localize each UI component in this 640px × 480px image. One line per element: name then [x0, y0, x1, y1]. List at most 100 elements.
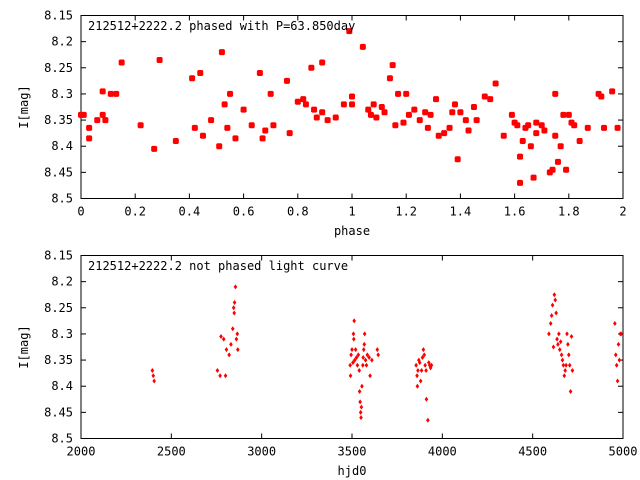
- data-point: [414, 362, 418, 368]
- data-point: [113, 90, 120, 97]
- data-point: [351, 360, 355, 366]
- data-point: [235, 331, 240, 337]
- data-point: [557, 331, 561, 337]
- data-point: [426, 417, 430, 423]
- data-point: [361, 362, 365, 368]
- data-point: [302, 101, 309, 108]
- data-point: [601, 124, 608, 131]
- data-point: [415, 373, 419, 379]
- bottom-y-axis-label: I[mag]: [17, 325, 31, 368]
- y-tick-label: 8.35: [44, 113, 73, 127]
- data-point: [615, 378, 620, 384]
- data-point: [567, 352, 571, 358]
- x-tick-label: 2000: [67, 445, 96, 459]
- data-point: [473, 117, 480, 124]
- bottom-plot-title: 212512+2222.2 not phased light curve: [88, 259, 348, 273]
- data-point: [561, 362, 566, 368]
- data-point: [270, 122, 277, 129]
- data-point: [352, 318, 356, 324]
- data-point: [348, 362, 352, 368]
- data-point: [517, 179, 524, 186]
- data-point: [552, 132, 559, 139]
- data-point: [376, 352, 380, 358]
- data-point: [221, 336, 226, 342]
- data-point: [359, 415, 363, 421]
- x-tick-label: 0.8: [287, 205, 309, 219]
- data-point: [547, 331, 551, 337]
- data-point: [576, 137, 583, 144]
- data-point: [525, 122, 532, 129]
- data-point: [107, 90, 114, 97]
- data-point: [563, 368, 567, 374]
- x-tick-label: 0.2: [124, 205, 146, 219]
- data-point: [378, 104, 385, 110]
- data-point: [259, 135, 266, 142]
- y-tick-label: 8.2: [51, 275, 73, 289]
- data-point: [319, 109, 326, 116]
- data-point: [548, 320, 553, 326]
- data-point: [362, 331, 367, 337]
- data-point: [223, 373, 228, 379]
- data-point: [424, 124, 431, 131]
- data-point: [530, 174, 537, 181]
- x-tick-label: 1.2: [395, 205, 417, 219]
- data-point: [359, 43, 366, 50]
- data-point: [557, 143, 564, 150]
- data-point: [427, 111, 434, 118]
- y-tick-label: 8.4: [51, 379, 73, 393]
- data-point: [451, 101, 458, 108]
- data-point: [619, 331, 623, 337]
- data-point: [360, 383, 364, 389]
- data-point: [570, 368, 575, 374]
- data-point: [362, 341, 367, 347]
- data-point: [556, 341, 560, 347]
- bottom-x-axis-label: hjd0: [338, 464, 367, 478]
- y-tick-label: 8.5: [51, 432, 73, 446]
- data-point: [563, 166, 570, 173]
- data-point: [617, 357, 622, 363]
- data-point: [283, 77, 290, 84]
- y-tick-label: 8.35: [44, 353, 73, 367]
- top-x-axis: 0 0.2 0.4 0.6 0.8 1 1.2 1.4 1.6 1.8 2: [77, 15, 627, 219]
- bottom-plot-frame: [80, 255, 624, 439]
- data-point: [86, 135, 93, 142]
- data-point: [422, 352, 427, 358]
- data-point: [429, 362, 434, 368]
- x-tick-label: 3500: [338, 445, 367, 459]
- data-point: [151, 145, 158, 152]
- y-tick-label: 8.25: [44, 301, 73, 315]
- x-tick-label: 4000: [428, 445, 457, 459]
- data-point: [332, 114, 339, 121]
- data-point: [248, 122, 255, 129]
- data-point: [420, 354, 425, 360]
- data-point: [218, 49, 225, 56]
- data-point: [403, 90, 410, 97]
- data-point: [470, 104, 477, 110]
- data-point: [358, 409, 363, 415]
- data-point: [571, 122, 578, 129]
- data-point: [549, 166, 556, 173]
- data-point: [564, 362, 568, 368]
- data-point: [395, 90, 402, 97]
- data-point: [517, 153, 524, 160]
- bottom-y-axis: 8.15 8.2 8.25 8.3 8.35 8.4 8.45 8.5: [44, 249, 623, 446]
- data-point: [549, 313, 554, 319]
- data-point: [313, 114, 320, 121]
- data-point: [400, 119, 407, 126]
- data-point: [286, 130, 293, 137]
- data-point: [370, 101, 377, 108]
- data-point: [557, 347, 562, 353]
- data-point: [465, 127, 472, 134]
- data-point: [421, 347, 426, 353]
- data-point: [554, 158, 561, 165]
- data-point: [357, 388, 362, 394]
- data-point: [358, 399, 362, 405]
- y-tick-label: 8.3: [51, 87, 73, 101]
- data-point: [267, 90, 274, 97]
- data-point: [348, 373, 353, 379]
- data-point: [365, 352, 370, 358]
- data-point: [433, 96, 440, 103]
- data-point: [357, 368, 362, 374]
